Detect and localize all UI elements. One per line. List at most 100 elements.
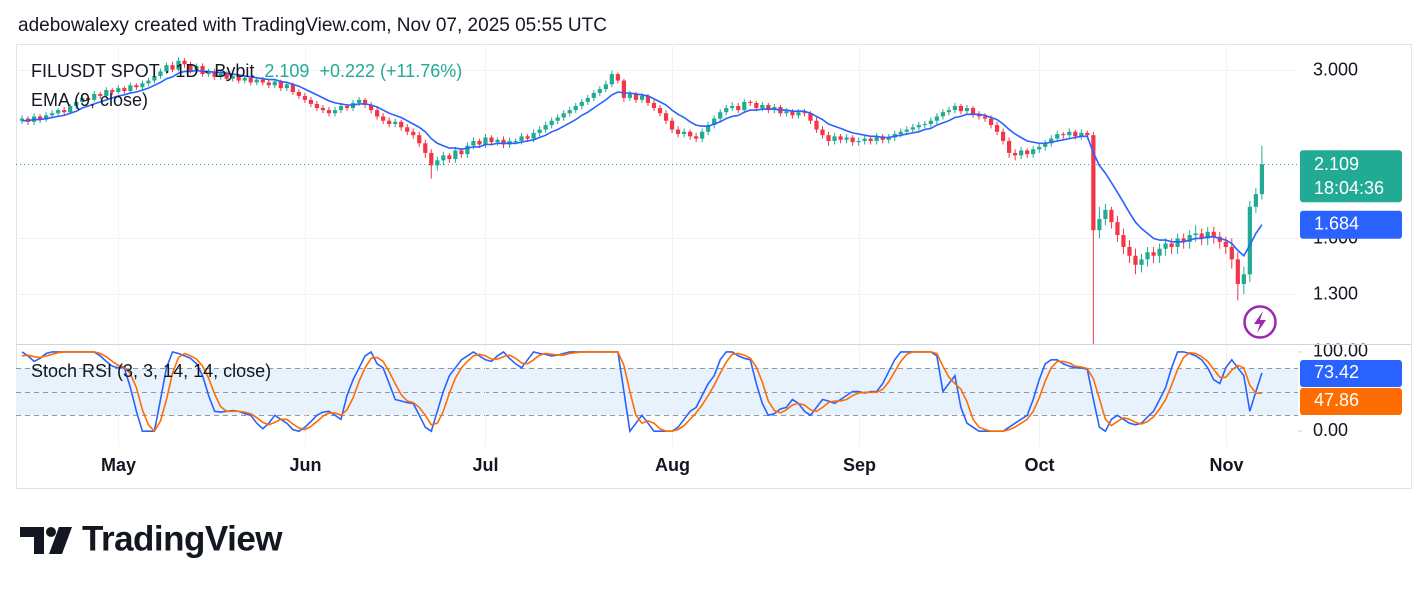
candle-body: [784, 111, 789, 114]
candle-body: [1091, 135, 1096, 231]
candle-body: [712, 118, 717, 126]
candle-body: [687, 131, 693, 137]
candle-body: [1133, 255, 1138, 265]
candle-body: [1151, 252, 1156, 256]
candle-body: [495, 139, 500, 143]
stoch-band: [16, 367, 1298, 416]
legend-item: 2.109: [264, 61, 309, 81]
candle-body: [531, 132, 536, 139]
candle-body: [375, 110, 380, 117]
candle-body: [314, 103, 320, 109]
candle-body: [188, 64, 193, 71]
candle-body: [904, 129, 909, 132]
candle-body: [182, 60, 187, 65]
candle-body: [326, 110, 332, 114]
candle-body: [1037, 146, 1042, 150]
candle-body: [381, 116, 386, 121]
candle-body: [591, 92, 596, 98]
candle-body: [116, 88, 121, 92]
candle-body: [609, 74, 614, 85]
candle-body: [80, 97, 85, 102]
candle-body: [1169, 243, 1174, 247]
candle-body: [663, 113, 669, 121]
candle-body: [850, 137, 855, 143]
badge-label: 47.86: [1314, 390, 1359, 410]
candle-body: [1181, 238, 1186, 242]
candle-body: [742, 101, 747, 111]
candle-body: [399, 121, 404, 128]
candle-body: [886, 137, 891, 140]
candle-body: [224, 73, 229, 79]
candle-body: [1013, 152, 1018, 156]
x-tick-label: Nov: [1209, 455, 1243, 475]
candle-body: [748, 101, 753, 103]
candle-body: [525, 136, 530, 139]
attribution: adebowalexy created with TradingView.com…: [18, 15, 607, 36]
candle-body: [561, 113, 566, 118]
candle-body: [964, 108, 970, 112]
candle-body: [615, 74, 620, 81]
candle-body: [1025, 150, 1030, 155]
candle-body: [1175, 238, 1180, 247]
candle-body: [802, 112, 807, 114]
candle-body: [555, 117, 560, 121]
candle-body: [1199, 233, 1204, 239]
candle-body: [393, 121, 398, 124]
candle-body: [290, 84, 295, 92]
candle-body: [338, 105, 344, 111]
candle-body: [230, 75, 235, 79]
candle-body: [597, 89, 602, 93]
candle-body: [790, 111, 795, 116]
candle-body: [579, 101, 584, 106]
candle-body: [134, 85, 139, 88]
candle-body: [369, 104, 374, 111]
candle-body: [387, 120, 392, 124]
candle-body: [627, 93, 633, 98]
candle-body: [958, 105, 964, 112]
y-tick-label: 1.300: [1313, 283, 1358, 303]
badge-label: 1.684: [1314, 213, 1359, 233]
candle-body: [730, 105, 735, 109]
candle-body: [1229, 246, 1234, 260]
candle-body: [681, 131, 687, 135]
candle-body: [1163, 243, 1168, 249]
candle-body: [417, 135, 422, 144]
candle-body: [50, 113, 55, 116]
candle-body: [254, 79, 259, 83]
candle-body: [868, 138, 873, 141]
candle-body: [164, 65, 169, 72]
candle-body: [56, 110, 61, 114]
candle-body: [158, 71, 163, 76]
candle-body: [248, 77, 253, 83]
price-badge: [1300, 359, 1402, 387]
candle-body: [278, 81, 283, 89]
candle-body: [43, 115, 49, 120]
candle-body: [1115, 222, 1120, 236]
y-tick-label: 3.000: [1313, 59, 1358, 79]
candle-body: [1031, 149, 1036, 155]
candle-body: [98, 93, 103, 96]
candle-body: [940, 112, 945, 117]
alert-icon: [1243, 305, 1277, 339]
candle-body: [621, 80, 627, 98]
candle-body: [988, 118, 994, 126]
candle-body: [651, 102, 657, 109]
candle-body: [585, 97, 590, 102]
chart-layers: MayJunJulAugSepOctNov3.0001.6001.300100.…: [16, 44, 1402, 475]
badge-label: 2.109: [1314, 154, 1359, 174]
candle-body: [946, 110, 952, 113]
candle-body: [266, 82, 271, 86]
candle-body: [766, 104, 771, 111]
candle-body: [513, 140, 518, 142]
candle-body: [706, 125, 711, 132]
candle-body: [543, 125, 548, 130]
candle-body: [356, 99, 362, 103]
candle-body: [814, 120, 819, 130]
y-tick-label: 0.00: [1313, 420, 1348, 440]
candle-body: [429, 152, 434, 166]
candle-body: [694, 136, 699, 139]
legend-item: +0.222: [319, 61, 375, 81]
candle-body: [308, 99, 314, 104]
candle-body: [537, 129, 542, 133]
